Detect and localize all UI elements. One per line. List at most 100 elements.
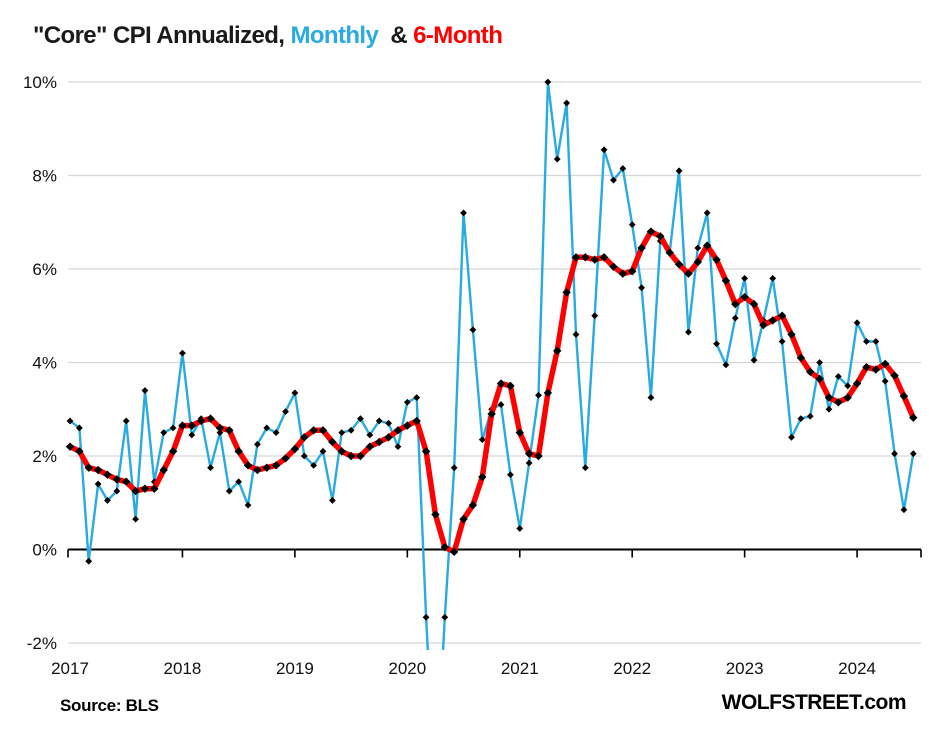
six-month-marker xyxy=(243,461,253,470)
y-axis-label: 4% xyxy=(32,354,57,373)
monthly-marker xyxy=(291,389,299,397)
six-month-marker xyxy=(721,276,731,285)
monthly-marker xyxy=(685,328,692,336)
monthly-marker xyxy=(788,433,795,441)
monthly-marker xyxy=(75,424,83,432)
monthly-marker xyxy=(263,424,271,432)
monthly-marker xyxy=(385,419,392,427)
monthly-marker xyxy=(563,99,571,107)
six-month-marker xyxy=(553,346,562,356)
monthly-marker xyxy=(347,426,355,434)
monthly-marker xyxy=(900,506,908,514)
six-month-marker xyxy=(880,359,890,369)
y-axis-label: 10% xyxy=(23,73,57,92)
monthly-marker xyxy=(244,501,252,509)
six-month-marker xyxy=(693,257,702,267)
monthly-marker xyxy=(703,209,711,217)
monthly-marker xyxy=(675,167,683,175)
six-month-marker xyxy=(852,379,862,388)
six-month-marker xyxy=(684,269,693,278)
six-month-marker xyxy=(506,381,515,391)
six-month-marker xyxy=(618,269,628,278)
wolfstreet-logo: WOLFSTREET.com xyxy=(721,691,907,714)
monthly-marker xyxy=(413,394,421,401)
monthly-marker xyxy=(891,450,898,458)
six-month-marker xyxy=(806,367,815,377)
six-month-marker xyxy=(777,311,787,320)
monthly-marker xyxy=(225,487,233,495)
monthly-marker xyxy=(254,440,261,448)
monthly-marker xyxy=(506,471,514,479)
six-month-marker xyxy=(562,288,571,297)
monthly-marker xyxy=(132,515,139,523)
monthly-marker xyxy=(769,274,777,282)
x-axis-label: 2018 xyxy=(164,659,202,678)
monthly-marker xyxy=(85,557,93,565)
x-axis-label: 2024 xyxy=(838,659,876,678)
six-month-marker xyxy=(478,472,487,482)
six-month-marker xyxy=(796,353,806,363)
six-month-marker xyxy=(487,409,496,419)
monthly-marker xyxy=(104,497,111,504)
monthly-marker xyxy=(450,464,458,472)
monthly-marker xyxy=(553,155,561,163)
six-month-marker xyxy=(84,463,93,472)
six-month-marker xyxy=(824,393,834,402)
six-month-marker xyxy=(421,447,431,456)
six-month-marker xyxy=(131,486,140,496)
monthly-marker xyxy=(319,447,327,455)
monthly-marker xyxy=(806,412,814,420)
monthly-marker xyxy=(375,417,383,425)
six-month-marker xyxy=(318,426,328,435)
monthly-marker xyxy=(722,361,730,369)
six-month-marker xyxy=(740,292,749,302)
six-month-marker xyxy=(393,426,403,435)
six-month-marker xyxy=(375,437,384,447)
monthly-marker xyxy=(628,221,636,228)
monthly-marker xyxy=(328,497,336,504)
monthly-marker xyxy=(909,450,917,458)
six-month-marker xyxy=(459,514,468,524)
monthly-marker xyxy=(179,349,186,357)
monthly-marker xyxy=(122,417,130,425)
six-month-marker xyxy=(871,365,881,374)
monthly-marker xyxy=(535,391,542,399)
monthly-marker xyxy=(207,464,214,472)
monthly-marker xyxy=(610,176,617,184)
monthly-marker xyxy=(797,415,805,422)
six-month-marker xyxy=(524,449,534,458)
monthly-marker xyxy=(366,431,374,439)
legend-six-month-label: 6-Month xyxy=(413,22,503,49)
y-axis-label: 2% xyxy=(32,447,57,466)
six-month-marker xyxy=(590,255,599,264)
monthly-marker xyxy=(169,424,177,432)
six-month-series xyxy=(65,227,918,557)
x-axis-label: 2017 xyxy=(51,659,89,678)
six-month-marker xyxy=(665,248,674,257)
six-month-marker xyxy=(290,444,300,454)
six-month-marker xyxy=(403,421,412,430)
six-month-marker xyxy=(281,454,290,463)
monthly-marker xyxy=(516,525,524,532)
six-month-marker xyxy=(431,510,440,519)
six-month-marker xyxy=(65,442,75,451)
monthly-marker xyxy=(160,429,168,437)
six-month-marker xyxy=(890,371,899,380)
six-month-marker xyxy=(225,426,234,435)
six-month-marker xyxy=(384,433,393,442)
six-month-marker xyxy=(328,437,337,447)
chart-title-ampersand: & xyxy=(378,22,414,49)
x-axis-label: 2019 xyxy=(276,659,314,678)
six-month-marker xyxy=(712,255,721,264)
six-month-marker xyxy=(122,477,131,486)
monthly-marker xyxy=(525,459,533,467)
x-axis-label: 2021 xyxy=(501,659,539,678)
six-month-marker xyxy=(534,451,543,461)
x-axis-label: 2022 xyxy=(613,659,651,678)
six-month-marker xyxy=(468,500,478,510)
six-month-marker xyxy=(300,433,309,442)
source-note: Source: BLS xyxy=(60,696,159,715)
six-month-marker xyxy=(253,465,262,475)
monthly-marker xyxy=(469,326,477,334)
six-month-marker xyxy=(365,442,375,451)
